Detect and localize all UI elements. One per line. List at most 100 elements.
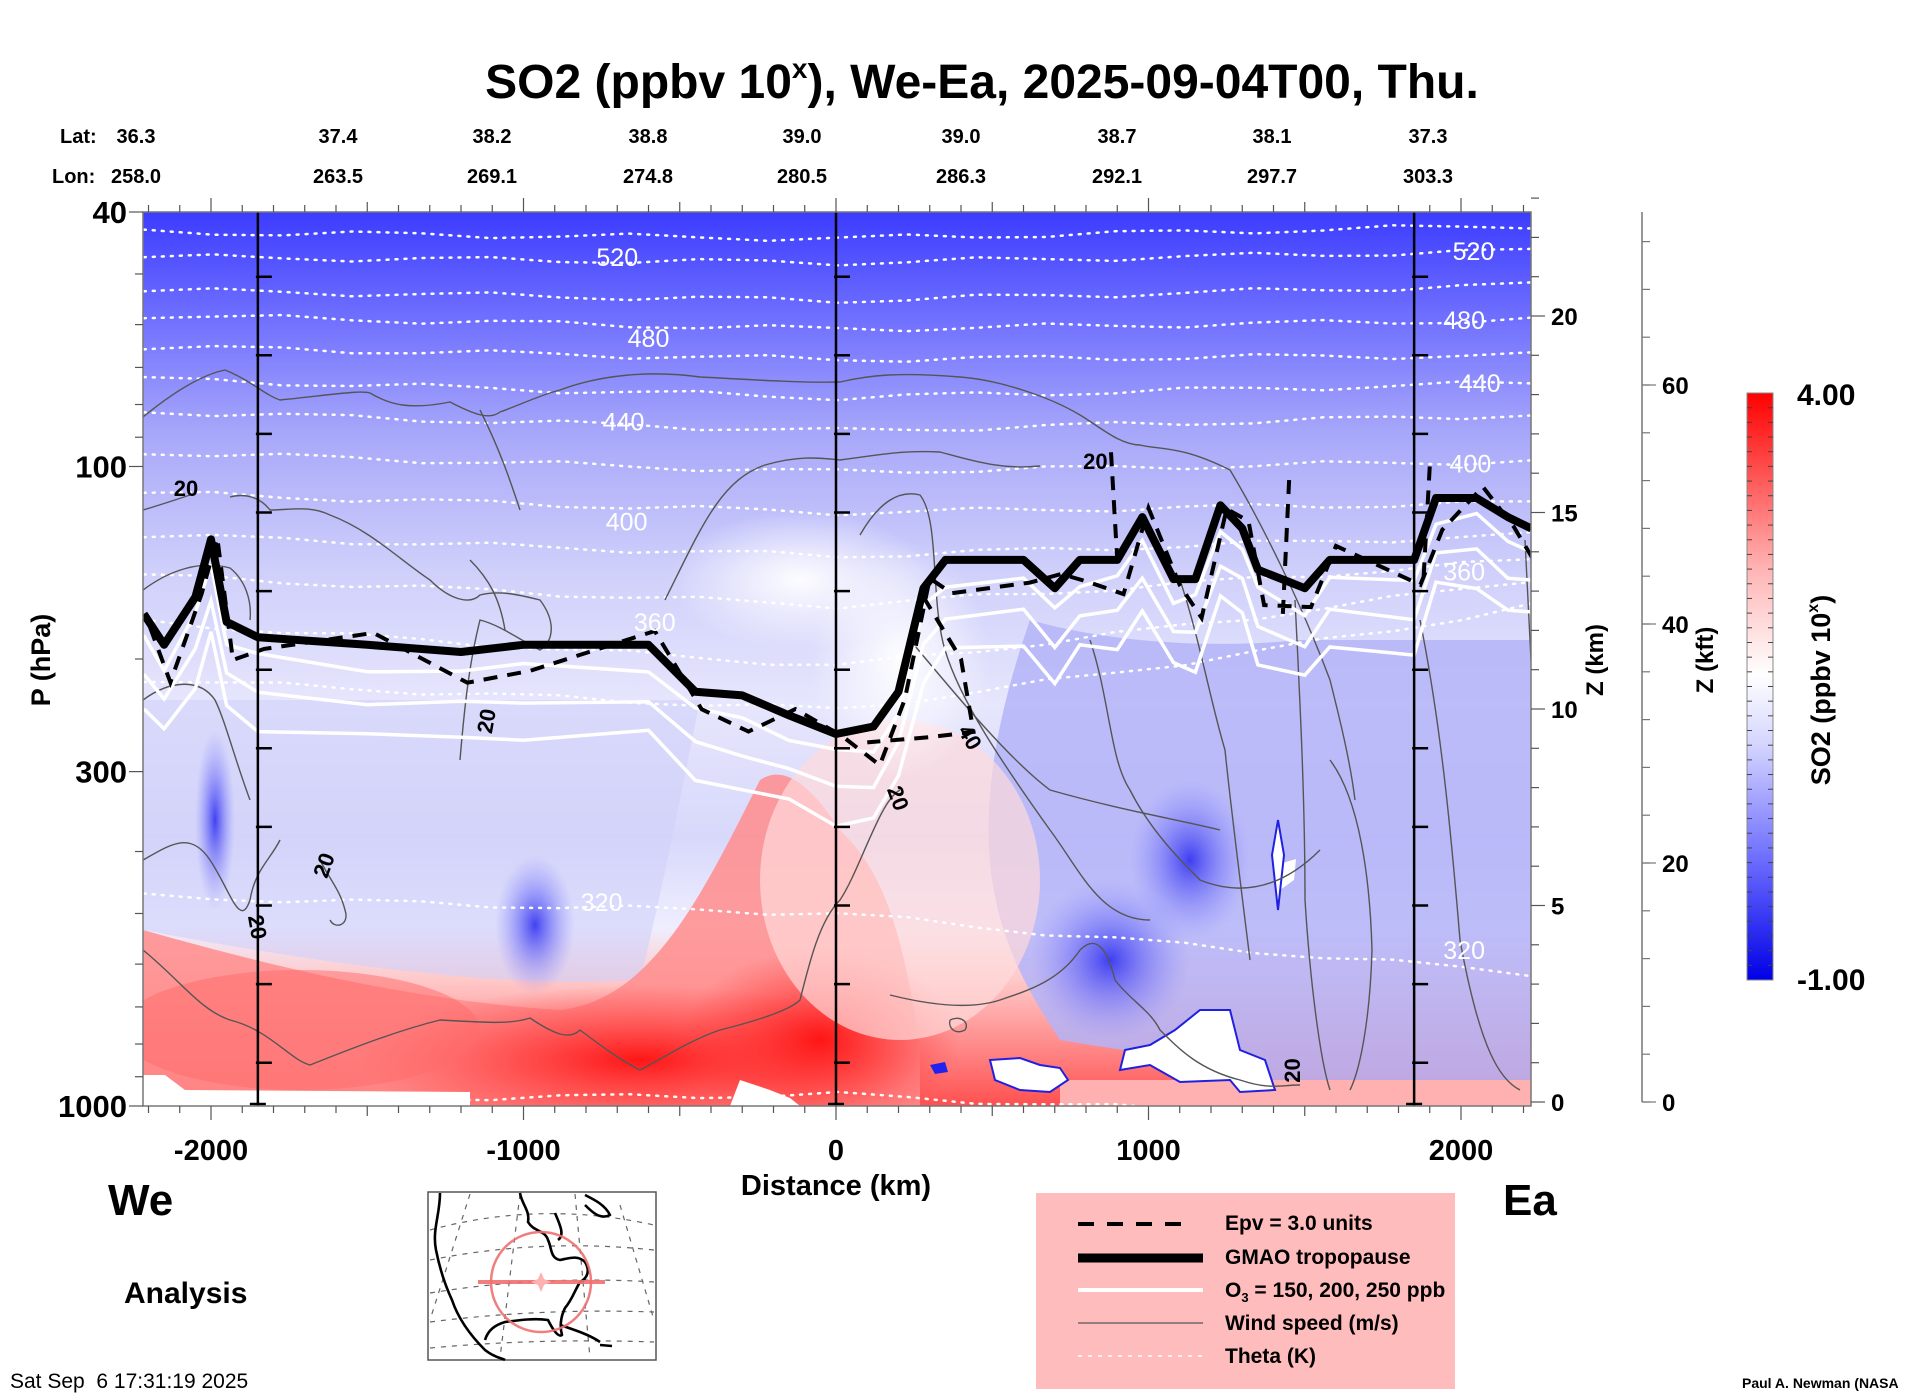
wind-contour-label: 20 — [472, 707, 501, 735]
theta-contour-label: 520 — [596, 244, 638, 272]
ozone-contour — [143, 580, 1531, 829]
theta-contour-label: 360 — [1443, 559, 1485, 587]
analysis-label: Analysis — [124, 1277, 247, 1310]
colorbar-max-label: 4.00 — [1797, 379, 1855, 412]
y-tick-label: 300 — [75, 755, 127, 790]
legend-label-tropopause: GMAO tropopause — [1225, 1246, 1411, 1269]
x-axis: -2000 -1000 0 1000 2000 — [147, 198, 1525, 1167]
theta-isentrope — [143, 530, 1531, 559]
lat-value: 38.8 — [629, 126, 668, 148]
colorbar: 4.00 -1.00 SO2 (ppbv 10x) — [1746, 379, 1865, 997]
tropopause-line — [143, 494, 1531, 738]
lon-value: 274.8 — [623, 166, 673, 188]
lon-value: 269.1 — [467, 166, 517, 188]
y-tick-label: 1000 — [58, 1089, 127, 1124]
wind-contour-label: 20 — [1280, 1058, 1305, 1082]
theta-isentrope — [143, 375, 1531, 402]
y-axis-zkft: 0 20 40 60 — [1641, 212, 1689, 1117]
wind-speed-contour — [469, 559, 506, 631]
lon-value: 292.1 — [1092, 166, 1142, 188]
zkft-tick-label: 60 — [1662, 373, 1689, 400]
wind-speed-contour — [1329, 759, 1373, 1091]
inset-map — [427, 1191, 657, 1362]
theta-isentrope — [143, 1090, 1149, 1106]
lat-value: 38.7 — [1098, 126, 1137, 148]
wind-contour-label: 20 — [1083, 449, 1107, 474]
zkm-tick-label: 5 — [1551, 894, 1564, 921]
ozone-contour — [143, 511, 1531, 754]
white-spike — [1270, 819, 1286, 911]
lat-label: Lat: — [60, 126, 97, 148]
wind-speed-contour — [664, 450, 1041, 601]
lon-value: 258.0 — [111, 166, 161, 188]
theta-isentrope — [143, 602, 1531, 710]
zkm-tick-label: 15 — [1551, 501, 1578, 528]
theta-contour-label: 320 — [1443, 937, 1485, 965]
lon-value: 297.7 — [1247, 166, 1297, 188]
lat-lon-header: Lat: Lon: 36.3 37.4 38.2 38.8 39.0 39.0 38.7 38.1… — [52, 126, 1453, 188]
pink-region — [760, 720, 1040, 1040]
wind-speed-contour — [143, 564, 252, 621]
y-axis-zkm: 0 5 10 15 20 — [1531, 197, 1578, 1117]
cross-section-indicator — [478, 1230, 605, 1334]
red-core-3 — [143, 970, 480, 1090]
wind-contours — [143, 369, 1531, 1091]
lon-value: 303.3 — [1403, 166, 1453, 188]
theta-contour-label: 320 — [581, 889, 623, 917]
center-star-icon — [531, 1272, 551, 1292]
lat-value: 37.3 — [1409, 126, 1448, 148]
colorbar-title: SO2 (ppbv 10x) — [1805, 595, 1836, 785]
y-axis-label: P (hPa) — [26, 614, 56, 707]
lat-value: 36.3 — [117, 126, 156, 148]
x-tick-label: -1000 — [486, 1135, 560, 1167]
zkft-tick-label: 0 — [1662, 1090, 1675, 1117]
wind-speed-contour — [909, 639, 1221, 831]
legend-label-ozone: O3 = 150, 200, 250 ppb — [1225, 1279, 1445, 1305]
section-markers — [249, 212, 1429, 1106]
theta-isentrope — [143, 411, 1531, 432]
theta-isentrope — [143, 558, 1531, 610]
theta-isentrope — [143, 452, 1531, 474]
east-label: Ea — [1503, 1176, 1557, 1225]
so2-field: 520 480 440 400 360 320 520 480 440 400 360 320 20 20… — [143, 212, 1531, 1106]
x-tick-label: 1000 — [1116, 1135, 1181, 1167]
epv-contour — [148, 452, 1531, 769]
zkm-tick-label: 20 — [1551, 304, 1578, 331]
wind-speed-contour — [143, 789, 901, 1071]
wind-speed-contour — [1179, 579, 1251, 961]
wind-speed-contour — [143, 683, 251, 801]
colorbar-min-label: -1.00 — [1797, 964, 1865, 997]
theta-contours — [143, 224, 1531, 1106]
lat-value: 39.0 — [942, 126, 981, 148]
wind-contour-label: 20 — [174, 476, 198, 501]
legend-label-epv: Epv = 3.0 units — [1225, 1212, 1373, 1235]
lon-value: 280.5 — [777, 166, 827, 188]
theta-contour-label: 400 — [606, 509, 648, 537]
legend-label-theta: Theta (K) — [1225, 1345, 1316, 1368]
x-tick-label: 2000 — [1429, 1135, 1494, 1167]
wind-speed-contour — [479, 409, 521, 511]
wind-speed-contour — [1419, 619, 1521, 1091]
theta-contour-label: 480 — [1443, 307, 1485, 335]
chart-title: SO2 (ppbv 10x), We-Ea, 2025-09-04T00, Th… — [485, 53, 1479, 109]
white-tongue-2 — [810, 540, 990, 780]
wind-speed-contour — [143, 494, 552, 761]
theta-contour-label: 440 — [603, 408, 645, 436]
x-tick-label: -2000 — [174, 1135, 248, 1167]
theta-isentrope — [143, 224, 1531, 243]
credit: Paul A. Newman (NASA — [1742, 1375, 1899, 1391]
theta-isentrope — [143, 281, 1531, 305]
blue-blob-4 — [195, 730, 235, 910]
zkft-axis-label: Z (kft) — [1692, 627, 1719, 694]
lat-value: 38.1 — [1253, 126, 1292, 148]
x-axis-label: Distance (km) — [741, 1170, 931, 1202]
theta-contour-label: 520 — [1453, 238, 1495, 266]
legend: Epv = 3.0 units GMAO tropopause O3 = 150… — [1036, 1193, 1455, 1389]
ozone-contours — [143, 511, 1531, 829]
theta-contour-label: 440 — [1459, 370, 1501, 398]
wind-speed-contour — [1294, 599, 1331, 1091]
blue-blob-1 — [495, 855, 575, 995]
theta-isentrope — [143, 313, 1531, 333]
y-tick-label: 100 — [75, 449, 127, 484]
